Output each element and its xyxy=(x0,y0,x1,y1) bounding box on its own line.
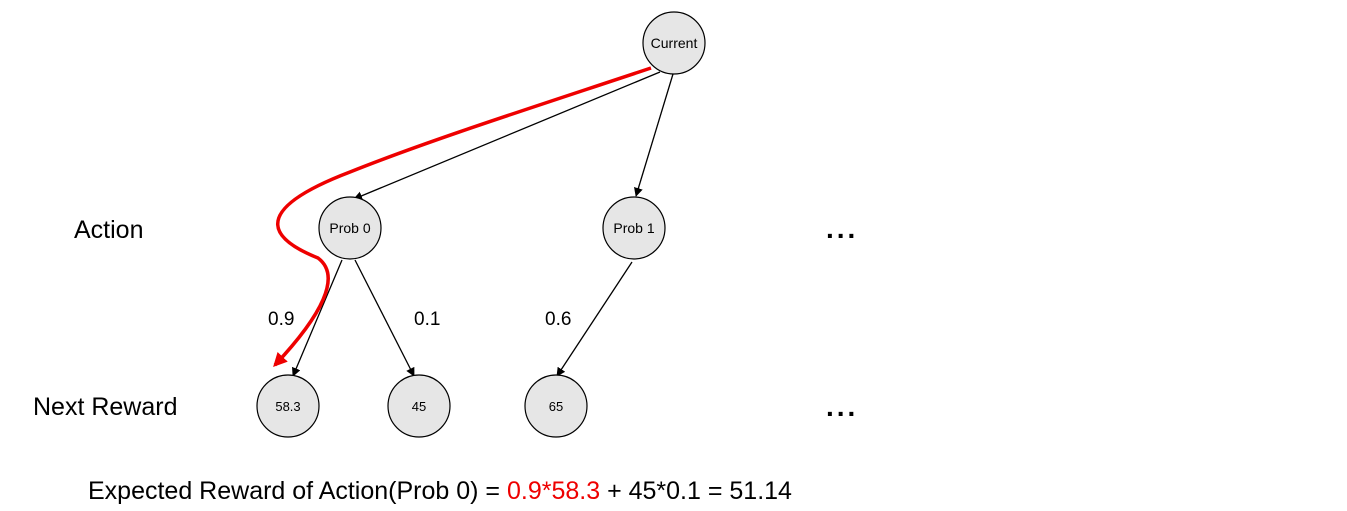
edge-prob-1-0: 0.6 xyxy=(545,309,571,330)
reward-node-0-label: 58.3 xyxy=(275,399,300,414)
formula-suffix: + 45*0.1 = 51.14 xyxy=(600,477,792,505)
root-node-label: Current xyxy=(651,35,698,51)
reward-row-label: Next Reward xyxy=(33,393,178,421)
edge-action-0-to-reward-1 xyxy=(354,259,415,377)
highlighted-path xyxy=(273,66,652,368)
edge-prob-0-0: 0.9 xyxy=(268,309,294,330)
action-node-1: Prob 1 xyxy=(602,196,666,260)
edge-root-to-action-1 xyxy=(634,73,674,197)
edge-prob-0-1: 0.1 xyxy=(414,309,440,330)
edge-action-0-to-reward-0 xyxy=(292,259,343,377)
formula-highlighted-term: 0.9*58.3 xyxy=(506,477,601,505)
action-node-1-label: Prob 1 xyxy=(613,220,654,236)
reward-node-0: 58.3 xyxy=(256,374,320,438)
action-node-0-label: Prob 0 xyxy=(329,220,370,236)
reward-node-2-label: 65 xyxy=(549,399,563,414)
reward-node-1: 45 xyxy=(387,374,451,438)
reward-node-2: 65 xyxy=(524,374,588,438)
action-row-label: Action xyxy=(74,216,143,244)
edge-root-to-action-0 xyxy=(353,71,661,201)
action-row-ellipsis: ... xyxy=(826,213,858,244)
action-node-0: Prob 0 xyxy=(318,196,382,260)
reward-node-1-label: 45 xyxy=(412,399,426,414)
root-node: Current xyxy=(642,11,706,75)
expected-reward-formula: Expected Reward of Action(Prob 0) = 0.9*… xyxy=(88,477,792,506)
formula-prefix: Expected Reward of Action(Prob 0) = xyxy=(88,477,507,505)
reward-row-ellipsis: ... xyxy=(826,391,858,422)
edge-action-1-to-reward-2 xyxy=(556,261,633,377)
